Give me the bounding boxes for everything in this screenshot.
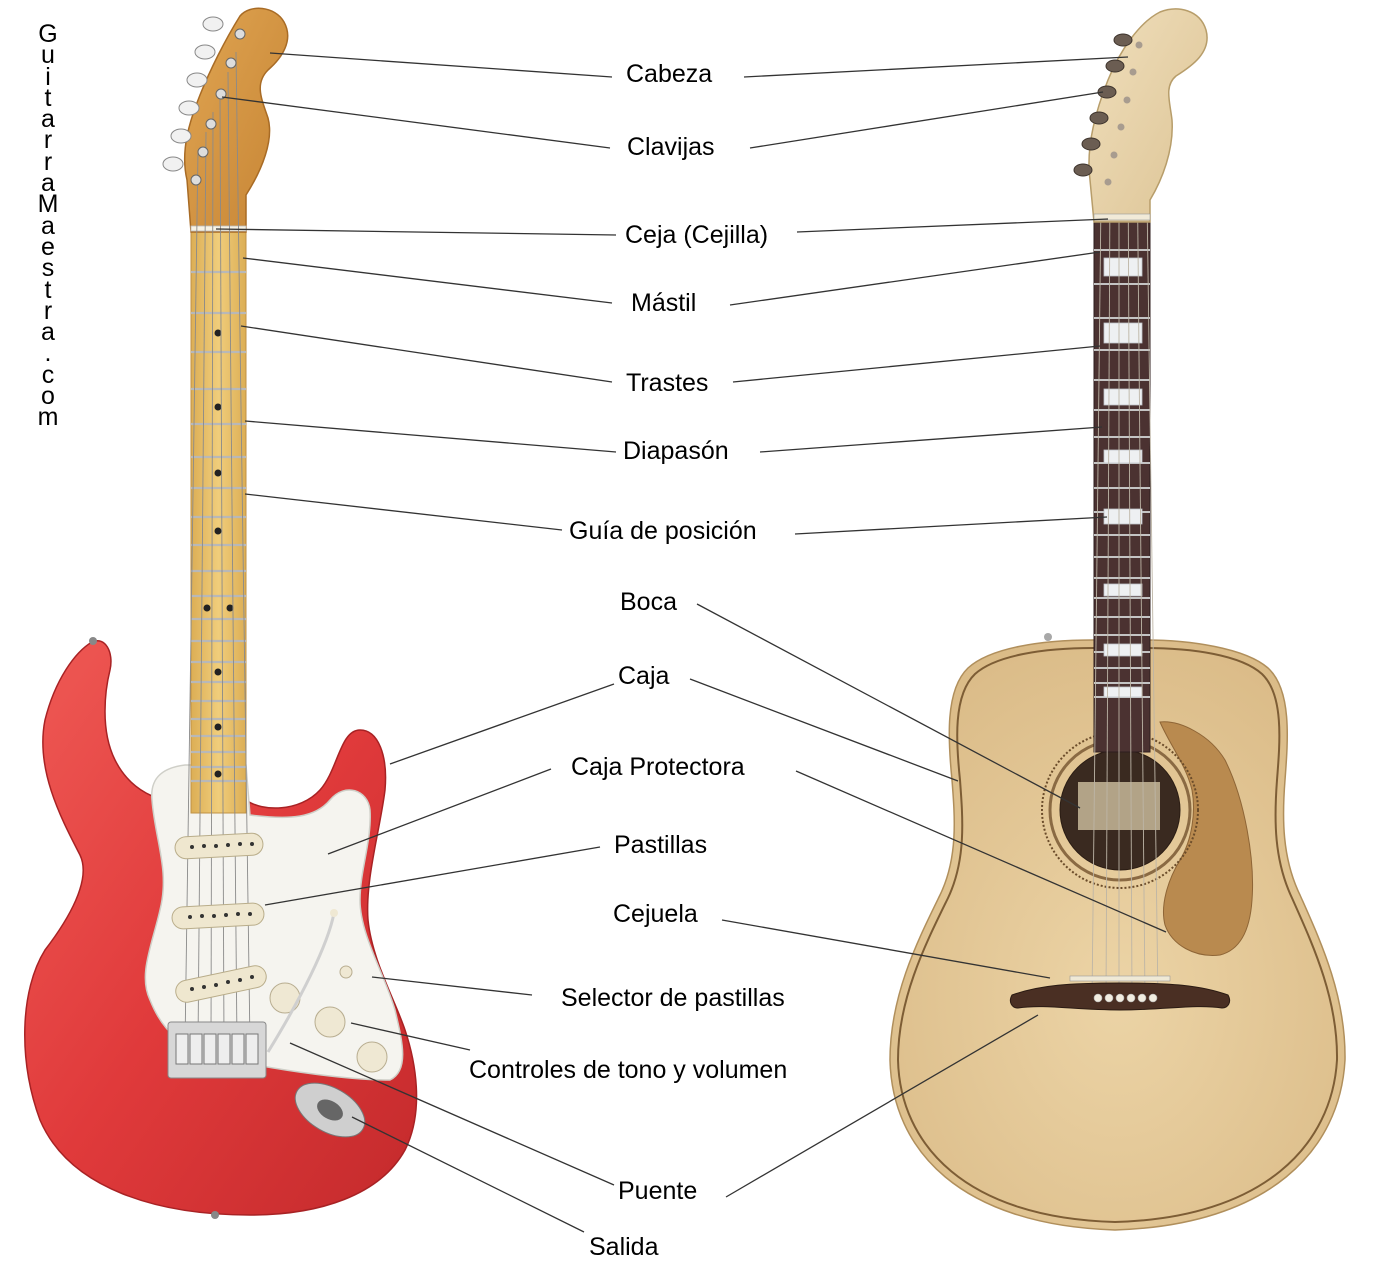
leader-guia-right [794, 516, 1108, 535]
watermark-letter: M [37, 190, 59, 219]
electric-frets [191, 270, 246, 783]
electric-pickups [171, 832, 267, 1003]
electric-strings [184, 51, 251, 1046]
leader-trastes-right [732, 345, 1101, 383]
leader-caja-left [389, 683, 615, 765]
acoustic-tuners [1073, 33, 1133, 177]
watermark-letter: u [41, 41, 55, 70]
label-pastillas: Pastillas [614, 831, 708, 859]
acoustic-frets [1094, 249, 1150, 698]
watermark-letter: t [44, 275, 52, 304]
electric-tuners [162, 16, 246, 186]
watermark-letter: r [43, 126, 53, 155]
saddle [1069, 975, 1171, 982]
watermark-letter: r [43, 296, 53, 325]
watermark-letter: m [37, 403, 59, 432]
label-caja: Caja [618, 662, 670, 690]
leader-lines [215, 52, 1167, 1233]
acoustic-strings [1091, 124, 1159, 1001]
label-cejuela: Cejuela [613, 900, 698, 928]
leader-puente-right [725, 1014, 1039, 1198]
acoustic-nut [1093, 213, 1151, 221]
label-ceja: Ceja (Cejilla) [625, 221, 769, 249]
watermark-letter: r [43, 147, 53, 176]
label-guia: Guía de posición [569, 517, 757, 545]
acoustic-guitar [889, 8, 1346, 1231]
leader-mastil-right [729, 251, 1101, 306]
label-boca: Boca [620, 588, 677, 616]
leader-clavijas-right [749, 91, 1104, 149]
label-salida: Salida [589, 1233, 659, 1261]
electric-neck [190, 227, 247, 814]
watermark-letter: o [41, 382, 55, 411]
label-diapason: Diapasón [623, 437, 729, 465]
acoustic-pickguard [1159, 721, 1253, 956]
watermark-letter: c [41, 360, 55, 389]
electric-bridge [167, 1021, 267, 1079]
leader-mastil-left [242, 257, 613, 304]
leader-caja-protectora-left [327, 768, 552, 855]
electric-position-markers [203, 329, 234, 778]
bridge-pins [1093, 993, 1158, 1003]
acoustic-position-markers [1103, 257, 1143, 698]
leader-ceja-right [796, 218, 1109, 233]
pickup-poles [188, 842, 254, 991]
watermark-letter: t [44, 83, 52, 112]
leader-diapason-left [244, 420, 617, 453]
leader-guia-left [244, 493, 563, 531]
watermark-letter: s [41, 254, 55, 283]
leader-boca [696, 603, 1081, 809]
watermark-letter: i [45, 62, 51, 91]
label-mastil: Mástil [631, 289, 697, 317]
leader-cejuela [721, 919, 1051, 979]
leader-pastillas [264, 846, 601, 906]
leader-clavijas-left [221, 96, 611, 149]
watermark-letter: a [41, 169, 55, 198]
label-selector: Selector de pastillas [561, 984, 785, 1012]
watermark-letter: G [38, 20, 58, 48]
electric-guitar [24, 7, 418, 1219]
label-trastes: Trastes [626, 369, 709, 397]
electric-headstock [183, 7, 289, 233]
leader-selector [371, 976, 533, 996]
leader-caja-protectora-right [795, 770, 1167, 933]
acoustic-binding [896, 647, 1339, 1224]
label-cabeza: Cabeza [626, 60, 713, 88]
label-caja-protectora: Caja Protectora [571, 753, 745, 781]
watermark-letter: a [41, 211, 55, 240]
watermark-letter: . [44, 339, 52, 368]
watermark-letter: a [41, 105, 55, 134]
tremolo-arm [266, 912, 336, 1053]
leader-trastes-left [240, 325, 613, 383]
label-puente: Puente [618, 1177, 698, 1205]
leader-diapason-right [759, 426, 1103, 453]
leader-cabeza-right [743, 56, 1129, 78]
watermark-letter: e [41, 232, 55, 261]
watermark-letter: a [41, 318, 55, 347]
leader-cabeza-left [269, 52, 613, 78]
leader-salida [351, 1116, 585, 1233]
label-controles: Controles de tono y volumen [469, 1056, 788, 1084]
leader-puente-left [289, 1042, 615, 1186]
output-jack [294, 1082, 366, 1138]
leader-controles [350, 1022, 471, 1051]
rosette [1041, 731, 1199, 889]
leader-caja-right [689, 678, 959, 782]
label-clavijas: Clavijas [627, 133, 715, 161]
leader-ceja-left [215, 228, 617, 236]
